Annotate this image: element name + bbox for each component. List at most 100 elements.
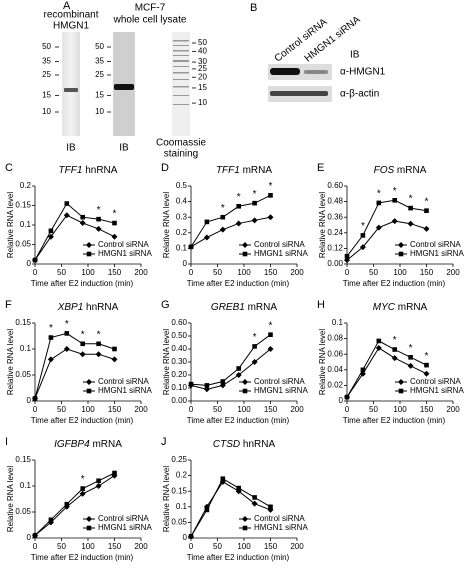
- x-tick-label: 200: [446, 268, 460, 277]
- series-line: [190, 334, 271, 386]
- point: [219, 382, 226, 389]
- series-line: [34, 348, 115, 399]
- title-part: hnRNA: [83, 302, 118, 313]
- chart-title: XBP1 hnRNA: [57, 302, 119, 313]
- blot-method: IB: [350, 50, 360, 61]
- y-tick-label: 0: [339, 396, 344, 405]
- blot-row-label: α-β-actin: [340, 89, 379, 100]
- y-tick-label: 0.36: [327, 212, 343, 221]
- y-axis-label: Relative RNA level: [6, 329, 15, 395]
- y-axis-label: Relative RNA level: [318, 192, 327, 258]
- x-axis-label: Time after E2 induction (min): [187, 553, 290, 562]
- x-axis-label: Time after E2 induction (min): [187, 279, 290, 288]
- marker-label: 25: [42, 70, 51, 79]
- y-tick-label: 0: [27, 259, 32, 268]
- y-tick-label: 0.15: [171, 486, 187, 495]
- y-tick-label: 0.20: [171, 370, 187, 379]
- legend-marker: [242, 525, 248, 531]
- point: [32, 396, 38, 401]
- x-tick-label: 50: [213, 542, 222, 551]
- y-tick-label: 0.05: [171, 518, 187, 527]
- title-part: FOS: [374, 165, 395, 176]
- point: [236, 485, 241, 491]
- x-tick-label: 0: [33, 542, 38, 551]
- point: [268, 332, 273, 337]
- chart-title: GREB1 mRNA: [211, 302, 277, 313]
- point: [375, 344, 382, 351]
- x-tick-label: 100: [81, 542, 95, 551]
- y-axis-label: Relative RNA level: [6, 466, 15, 532]
- chart-title: TFF1 hnRNA: [59, 165, 118, 176]
- point: [80, 486, 85, 491]
- point: [252, 200, 257, 206]
- chart-title: CTSD hnRNA: [213, 439, 276, 450]
- title-part: TFF1: [59, 165, 83, 176]
- x-tick-label: 150: [420, 405, 434, 414]
- x-tick-label: 0: [345, 268, 350, 277]
- legend-marker: [242, 251, 248, 257]
- series-line: [34, 472, 115, 536]
- marker-label: 35: [95, 57, 104, 66]
- x-tick-label: 100: [393, 268, 407, 277]
- y-axis-label: Relative RNA level: [162, 329, 171, 395]
- point: [79, 490, 86, 497]
- chart-title: TFF1 mRNA: [216, 165, 272, 176]
- significance-mark: *: [49, 323, 53, 334]
- point: [63, 212, 70, 219]
- y-tick-label: 0.05: [15, 370, 31, 379]
- significance-mark: *: [377, 189, 381, 200]
- legend-label: HMGN1 siRNA: [254, 386, 308, 395]
- point: [236, 366, 241, 371]
- x-tick-label: 0: [189, 542, 194, 551]
- point: [32, 257, 38, 263]
- y-tick-label: 0.00: [327, 259, 343, 268]
- point: [392, 198, 397, 203]
- x-tick-label: 0: [33, 268, 38, 277]
- x-tick-label: 150: [420, 268, 434, 277]
- legend-label: Control siRNA: [98, 240, 149, 249]
- x-tick-label: 150: [108, 268, 122, 277]
- point: [63, 346, 70, 352]
- significance-mark: *: [409, 343, 413, 354]
- point: [48, 517, 54, 523]
- marker-label: 15: [198, 83, 207, 92]
- point: [423, 370, 430, 377]
- panel-label: I: [5, 436, 8, 448]
- legend-label: HMGN1 siRNA: [98, 249, 152, 258]
- y-tick-label: 0.60: [327, 181, 343, 190]
- point: [80, 341, 85, 347]
- y-tick-label: 0.00: [171, 396, 187, 405]
- significance-mark: *: [221, 203, 225, 214]
- point: [188, 381, 194, 387]
- marker-label: 10: [95, 107, 104, 116]
- x-tick-label: 100: [81, 268, 95, 277]
- series-line: [346, 340, 427, 398]
- point: [203, 386, 210, 393]
- y-tick-label: 0.24: [327, 228, 343, 237]
- point: [251, 500, 258, 507]
- y-tick-label: 0.05: [15, 240, 31, 249]
- point: [111, 233, 118, 240]
- significance-mark: *: [253, 332, 257, 343]
- gel-band: [64, 88, 78, 92]
- x-tick-label: 150: [264, 542, 278, 551]
- title-part: XBP1: [57, 302, 84, 313]
- x-tick-label: 200: [290, 268, 304, 277]
- lane-title: HMGN1: [53, 21, 90, 32]
- legend-label: Control siRNA: [410, 240, 461, 249]
- point: [79, 220, 86, 227]
- point: [96, 216, 101, 222]
- y-tick-label: 0.15: [15, 201, 31, 210]
- point: [95, 483, 102, 489]
- marker-label: 25: [198, 64, 207, 73]
- y-tick-label: 0: [183, 533, 188, 542]
- significance-mark: *: [361, 221, 365, 232]
- legend-label: HMGN1 siRNA: [98, 386, 152, 395]
- blot-band: [304, 70, 328, 74]
- marker-label: 50: [42, 42, 51, 51]
- point: [47, 356, 54, 363]
- y-axis-label: Relative RNA level: [162, 466, 171, 532]
- series-line: [34, 475, 115, 536]
- legend-label: Control siRNA: [410, 377, 461, 386]
- legend-label: Control siRNA: [254, 240, 305, 249]
